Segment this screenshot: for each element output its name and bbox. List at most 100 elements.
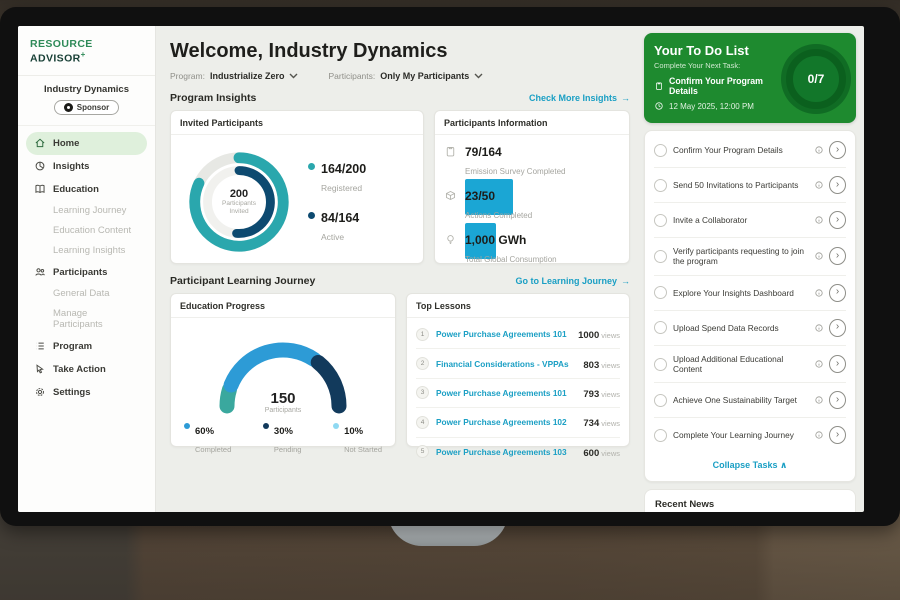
collapse-tasks-link[interactable]: Collapse Tasks ∧: [654, 452, 846, 477]
info-icon: [815, 252, 823, 260]
task-row[interactable]: Complete Your Learning Journey ›: [654, 417, 846, 452]
task-label: Send 50 Invitations to Participants: [673, 179, 799, 190]
lesson-views: 793: [583, 388, 600, 400]
task-checkbox[interactable]: [654, 178, 667, 192]
sidebar-item-education-content[interactable]: Education Content: [26, 221, 147, 241]
task-checkbox[interactable]: [654, 357, 667, 371]
chevron-right-icon: ›: [835, 178, 840, 190]
sidebar-item-participants[interactable]: Participants: [26, 261, 147, 284]
participants-dropdown-label: Participants:: [328, 71, 376, 81]
stat-actions-completed: 23/50 Actions Completed: [444, 187, 620, 259]
chevron-right-icon: ›: [835, 357, 840, 369]
link-label: Check More Insights: [528, 93, 617, 103]
task-row[interactable]: Send 50 Invitations to Participants ›: [654, 167, 846, 202]
info-card-body: 79/164 Emission Survey Completed 23/50 A…: [435, 135, 629, 283]
info-icon: [815, 146, 823, 154]
lesson-link[interactable]: Power Purchase Agreements 101: [436, 387, 567, 398]
task-chevron-button[interactable]: ›: [829, 318, 846, 337]
collapse-label: Collapse Tasks: [712, 460, 778, 471]
participants-dropdown[interactable]: Participants: Only My Participants: [328, 71, 483, 81]
sidebar-item-general-data[interactable]: General Data: [26, 284, 147, 304]
sidebar-item-education[interactable]: Education: [26, 178, 147, 201]
task-checkbox[interactable]: [654, 213, 667, 227]
task-chevron-button[interactable]: ›: [829, 283, 846, 302]
org-block: Industry Dynamics Sponsor: [18, 76, 155, 126]
gauge-center-value: 150: [270, 390, 296, 407]
lesson-rank: 1: [416, 327, 429, 341]
task-row[interactable]: Explore Your Insights Dashboard ›: [654, 274, 846, 310]
donut-center-caption: Participants Invited: [222, 199, 256, 215]
sidebar-item-learning-journey[interactable]: Learning Journey: [26, 201, 147, 221]
sidebar-item-take-action[interactable]: Take Action: [26, 358, 147, 381]
task-label: Explore Your Insights Dashboard: [673, 287, 794, 298]
task-checkbox[interactable]: [654, 286, 667, 300]
lesson-views: 803: [583, 359, 600, 371]
recent-news-title: Recent News: [655, 499, 715, 511]
check-more-insights-link[interactable]: Check More Insights →: [529, 93, 630, 103]
task-row[interactable]: Upload Spend Data Records ›: [654, 309, 846, 345]
lesson-row: 4 Power Purchase Agreements 102 734 views: [416, 407, 620, 436]
legend-label: Registered: [321, 182, 363, 193]
task-label: Verify participants requesting to join t…: [673, 246, 804, 267]
monitor-bezel: RESOURCE ADVISOR+ Industry Dynamics Spon…: [0, 7, 900, 526]
sidebar-item-insights[interactable]: Insights: [26, 155, 147, 178]
logo-text-secondary: ADVISOR: [30, 52, 81, 65]
insights-icon: [35, 161, 45, 171]
card-title: Invited Participants: [171, 111, 423, 135]
invited-participants-card: Invited Participants 200 Participants In…: [170, 110, 424, 264]
stat-value: 23/50: [465, 189, 496, 203]
task-row[interactable]: Confirm Your Program Details ›: [654, 133, 846, 167]
sidebar-item-label: Learning Insights: [53, 245, 126, 256]
sidebar-item-manage-participants[interactable]: Manage Participants: [26, 304, 147, 335]
go-to-learning-journey-link[interactable]: Go to Learning Journey →: [515, 276, 630, 286]
org-name: Industry Dynamics: [44, 83, 129, 95]
sidebar-item-home[interactable]: Home: [26, 131, 147, 155]
sponsor-icon: [63, 102, 73, 112]
task-checkbox[interactable]: [654, 249, 667, 263]
task-chevron-button[interactable]: ›: [829, 391, 846, 410]
sidebar-item-settings[interactable]: Settings: [26, 381, 147, 404]
views-suffix: views: [601, 419, 620, 429]
program-dropdown-label: Program:: [170, 71, 205, 81]
task-checkbox[interactable]: [654, 321, 667, 335]
lesson-link[interactable]: Power Purchase Agreements 101: [436, 329, 567, 340]
sidebar-item-learning-insights[interactable]: Learning Insights: [26, 241, 147, 261]
program-dropdown[interactable]: Program: Industrialize Zero: [170, 71, 298, 81]
task-chevron-button[interactable]: ›: [829, 247, 846, 266]
lesson-link[interactable]: Power Purchase Agreements 102: [436, 417, 567, 428]
insights-cards-row: Invited Participants 200 Participants In…: [170, 110, 630, 264]
lesson-link[interactable]: Financial Considerations - VPPAs: [436, 358, 569, 369]
task-label: Invite a Collaborator: [673, 214, 748, 225]
views-suffix: views: [601, 360, 620, 370]
gauge-chart-svg: [219, 342, 347, 414]
task-row[interactable]: Upload Additional Educational Content ›: [654, 344, 846, 383]
clipboard-icon: [446, 146, 455, 157]
sidebar-item-program[interactable]: Program: [26, 335, 147, 358]
task-chevron-button[interactable]: ›: [829, 211, 846, 229]
sidebar-item-label: Settings: [53, 386, 91, 398]
legend-item-active: 84/164 Active: [308, 209, 366, 245]
education-gauge-chart: 150 Participants: [208, 328, 358, 414]
task-label: Upload Additional Educational Content: [673, 353, 784, 375]
task-checkbox[interactable]: [654, 428, 667, 442]
task-chevron-button[interactable]: ›: [829, 355, 846, 374]
legend-value: 164/200: [321, 161, 367, 176]
stat-emission-survey: 79/164 Emission Survey Completed: [444, 143, 620, 215]
task-row[interactable]: Verify participants requesting to join t…: [654, 237, 846, 275]
stat-global-consumption: 1,000 GWh Total Global Consumption: [444, 231, 620, 267]
task-checkbox[interactable]: [654, 393, 667, 407]
info-icon: [815, 216, 823, 224]
task-row[interactable]: Invite a Collaborator ›: [654, 202, 846, 237]
task-row[interactable]: Achieve One Sustainability Target ›: [654, 382, 846, 417]
task-chevron-button[interactable]: ›: [829, 176, 846, 194]
task-chevron-button[interactable]: ›: [829, 426, 846, 445]
task-checkbox[interactable]: [654, 143, 667, 157]
task-chevron-button[interactable]: ›: [829, 141, 846, 159]
lesson-link[interactable]: Power Purchase Agreements 103: [436, 446, 567, 457]
sidebar-item-label: Manage Participants: [53, 308, 103, 330]
sidebar-item-label: Insights: [53, 160, 90, 172]
program-insights-header: Program Insights Check More Insights →: [170, 92, 630, 104]
participants-icon: [35, 268, 45, 276]
sponsor-badge-label: Sponsor: [76, 102, 110, 112]
lesson-rank: 5: [416, 445, 429, 459]
